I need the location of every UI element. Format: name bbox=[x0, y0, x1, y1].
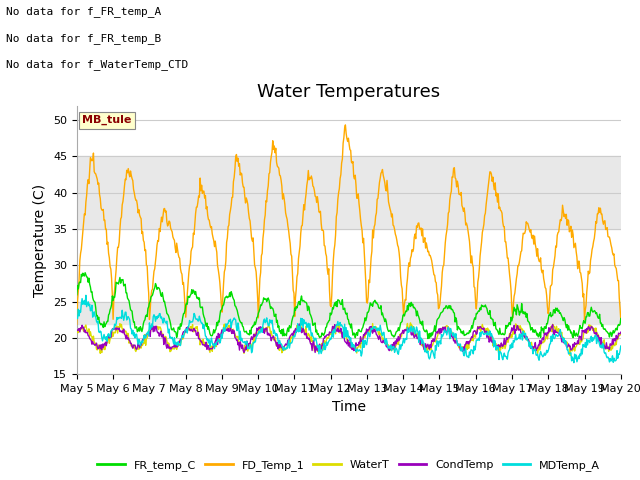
WaterT bbox=[83, 326, 90, 332]
CondTemp bbox=[223, 326, 230, 332]
MDTemp_A bbox=[73, 316, 81, 322]
Text: MB_tule: MB_tule bbox=[82, 115, 132, 125]
Line: FR_temp_C: FR_temp_C bbox=[77, 273, 621, 338]
Line: FD_Temp_1: FD_Temp_1 bbox=[77, 125, 621, 324]
Bar bbox=[77, 302, 621, 324]
MDTemp_A bbox=[82, 292, 90, 298]
FD_Temp_1 bbox=[194, 200, 202, 205]
FR_temp_C bbox=[140, 321, 147, 326]
CondTemp bbox=[296, 321, 303, 327]
MDTemp_A bbox=[431, 343, 439, 348]
WaterT bbox=[223, 326, 230, 332]
WaterT bbox=[139, 342, 147, 348]
CondTemp bbox=[417, 342, 424, 348]
Text: No data for f_WaterTemp_CTD: No data for f_WaterTemp_CTD bbox=[6, 59, 189, 70]
Line: MDTemp_A: MDTemp_A bbox=[77, 295, 621, 363]
FR_temp_C bbox=[84, 274, 92, 280]
MDTemp_A bbox=[416, 328, 424, 334]
CondTemp bbox=[311, 349, 319, 355]
Bar bbox=[77, 156, 621, 229]
CondTemp bbox=[194, 329, 202, 335]
FR_temp_C bbox=[416, 317, 424, 323]
CondTemp bbox=[139, 336, 147, 342]
FD_Temp_1 bbox=[223, 240, 230, 245]
Y-axis label: Temperature (C): Temperature (C) bbox=[33, 183, 47, 297]
CondTemp bbox=[617, 329, 625, 335]
FR_temp_C bbox=[424, 336, 432, 341]
Line: WaterT: WaterT bbox=[77, 323, 621, 356]
WaterT bbox=[406, 320, 414, 326]
FD_Temp_1 bbox=[342, 122, 349, 128]
FD_Temp_1 bbox=[431, 279, 439, 285]
Title: Water Temperatures: Water Temperatures bbox=[257, 83, 440, 101]
FD_Temp_1 bbox=[83, 192, 90, 198]
FD_Temp_1 bbox=[73, 322, 81, 327]
X-axis label: Time: Time bbox=[332, 400, 366, 414]
MDTemp_A bbox=[223, 321, 231, 327]
CondTemp bbox=[83, 330, 90, 336]
Text: No data for f_FR_temp_B: No data for f_FR_temp_B bbox=[6, 33, 162, 44]
WaterT bbox=[431, 339, 439, 345]
FD_Temp_1 bbox=[139, 229, 147, 235]
Line: CondTemp: CondTemp bbox=[77, 324, 621, 352]
MDTemp_A bbox=[140, 336, 147, 342]
Legend: FR_temp_C, FD_Temp_1, WaterT, CondTemp, MDTemp_A: FR_temp_C, FD_Temp_1, WaterT, CondTemp, … bbox=[93, 455, 605, 475]
FR_temp_C bbox=[73, 292, 81, 298]
WaterT bbox=[416, 336, 424, 342]
FR_temp_C bbox=[433, 324, 440, 329]
MDTemp_A bbox=[84, 301, 92, 307]
FR_temp_C bbox=[195, 297, 202, 302]
WaterT bbox=[617, 331, 625, 337]
FR_temp_C bbox=[81, 270, 89, 276]
WaterT bbox=[73, 330, 81, 336]
MDTemp_A bbox=[570, 360, 578, 366]
FD_Temp_1 bbox=[617, 317, 625, 323]
WaterT bbox=[194, 329, 202, 335]
MDTemp_A bbox=[617, 343, 625, 349]
Text: No data for f_FR_temp_A: No data for f_FR_temp_A bbox=[6, 6, 162, 17]
WaterT bbox=[566, 353, 574, 359]
FR_temp_C bbox=[223, 295, 231, 300]
CondTemp bbox=[433, 329, 440, 335]
FR_temp_C bbox=[617, 316, 625, 322]
CondTemp bbox=[73, 328, 81, 334]
FD_Temp_1 bbox=[416, 226, 424, 231]
MDTemp_A bbox=[195, 318, 202, 324]
